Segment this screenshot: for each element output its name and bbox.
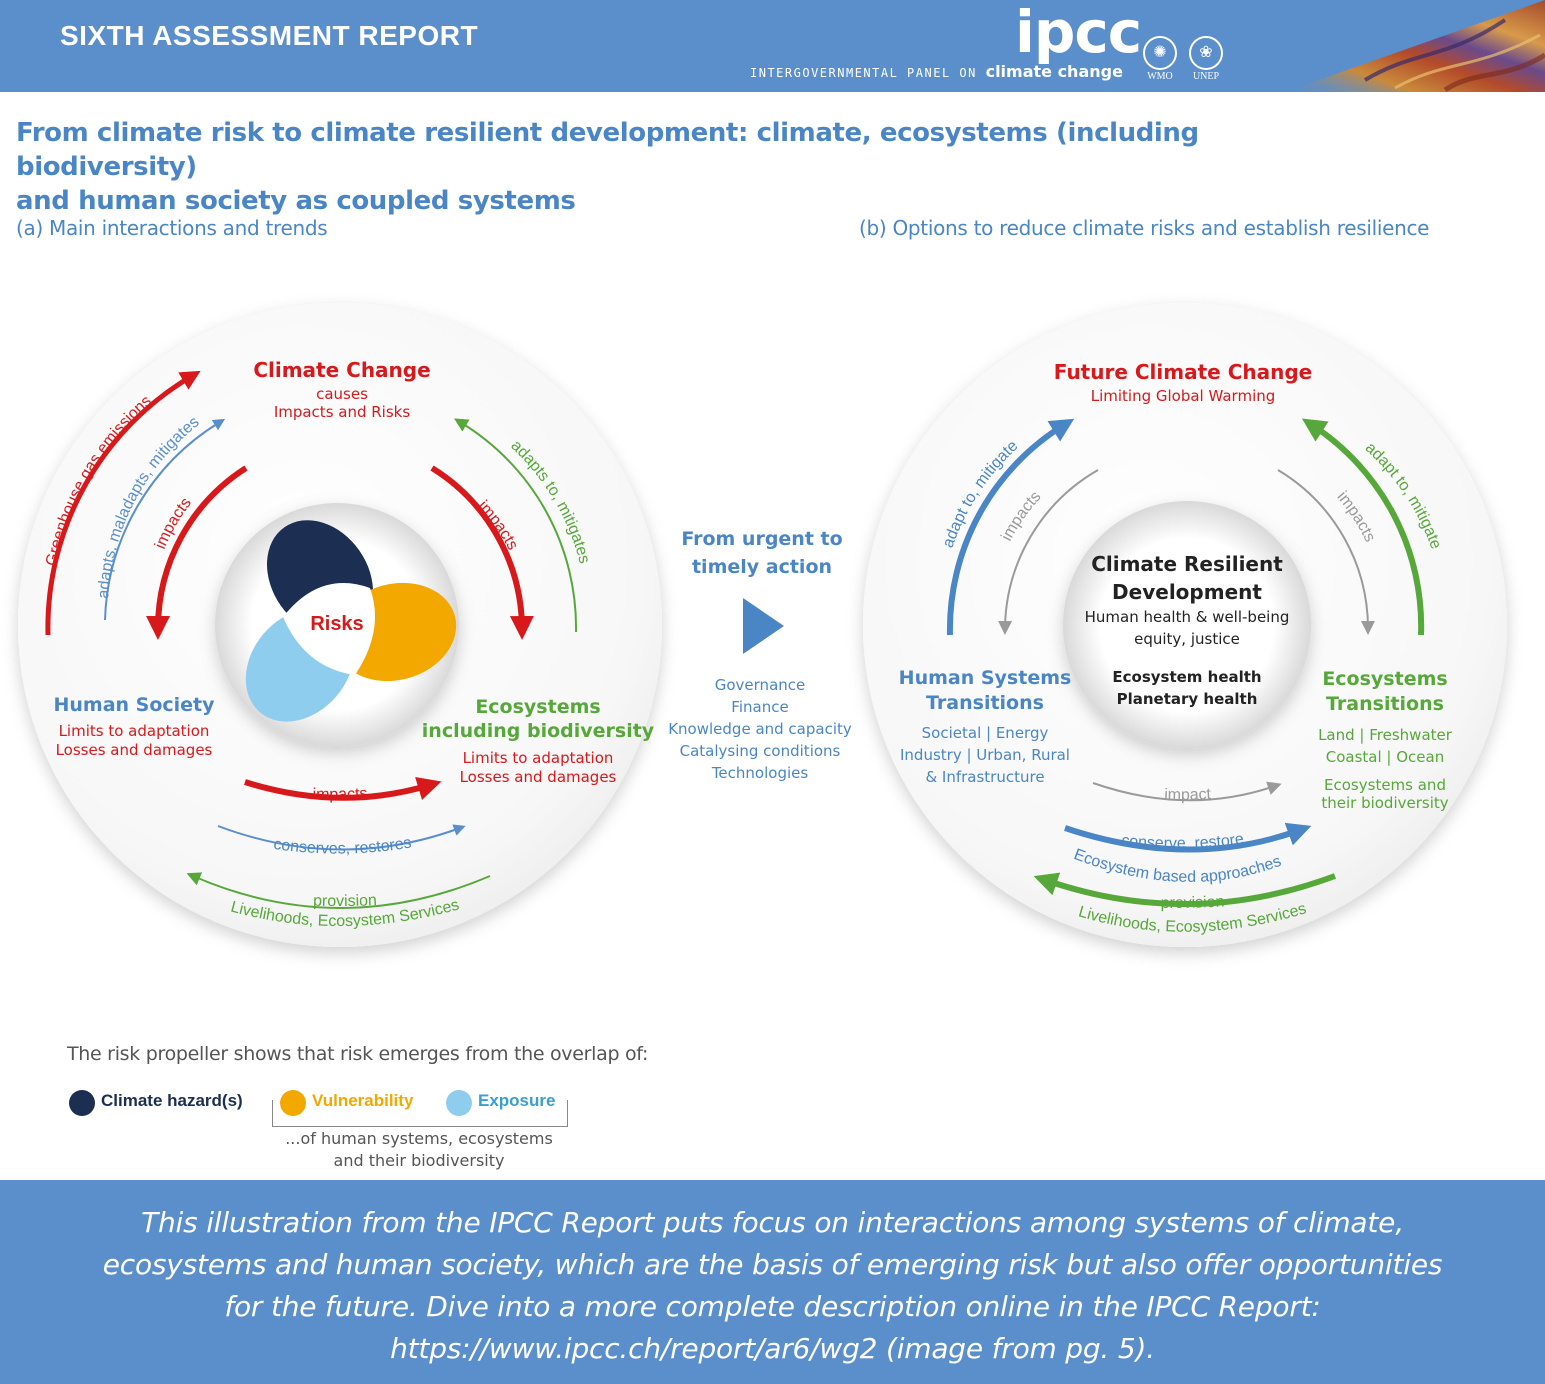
page-title: From climate risk to climate resilient d… [16, 118, 1199, 216]
caption-footer: This illustration from the IPCC Report p… [0, 1180, 1545, 1384]
unep-emblem: ❀ UNEP [1184, 36, 1228, 82]
impact-arrow-bottom-b [1092, 781, 1282, 802]
exposure-swatch [446, 1090, 472, 1116]
adapts-mitigates-arrow [104, 418, 226, 621]
urgent-action-line1: From urgent to [681, 528, 842, 550]
provision-b-label: provision [1161, 893, 1225, 912]
crd-sub3: Ecosystem health [1112, 668, 1261, 686]
wmo-emblem: ✺ WMO [1138, 36, 1182, 82]
panel-a-label: (a) Main interactions and trends [16, 216, 328, 240]
impacts-arrow-left [146, 465, 248, 640]
hst-title1: Human Systems [899, 667, 1072, 689]
ecosystems-title2: including biodiversity [422, 720, 655, 742]
crd-title2: Development [1112, 580, 1262, 604]
caption-text: This illustration from the IPCC Report p… [102, 1206, 1443, 1365]
hst-sub1: Societal | Energy [922, 724, 1049, 742]
climate-change-sub2: Impacts and Risks [274, 403, 411, 421]
crd-sub4: Planetary health [1117, 690, 1258, 708]
risks-label: Risks [310, 613, 363, 635]
ecosystems-sub2: Losses and damages [460, 768, 617, 786]
hst-sub3: & Infrastructure [925, 768, 1044, 786]
panel-b-label: (b) Options to reduce climate risks and … [859, 216, 1430, 240]
est-sub3: Ecosystems and [1324, 776, 1446, 794]
impacts-arrow-right [430, 465, 534, 640]
impacts-arrow-bottom [244, 776, 442, 801]
enabler-governance: Governance [715, 676, 806, 694]
adapt-mitigate-arrow-left [946, 418, 1075, 636]
header-bar: SIXTH ASSESSMENT REPORT ipcc INTERGOVERN… [0, 0, 1545, 92]
climate-change-sub1: causes [316, 385, 368, 403]
panel-b-diagram: adapt to, mitigate impacts impacts adapt… [863, 303, 1507, 947]
climate-change-title: Climate Change [253, 358, 430, 382]
provision-arrow-b [1033, 872, 1337, 907]
est-title1: Ecosystems [1322, 668, 1447, 690]
human-society-sub1: Limits to adaptation [59, 722, 210, 740]
hazard-swatch [69, 1090, 95, 1116]
legend-bracket [272, 1100, 568, 1127]
future-climate-sub: Limiting Global Warming [1091, 387, 1276, 405]
conserve-restore-label: conserve, restore [1121, 831, 1245, 853]
legend-title: The risk propeller shows that risk emerg… [67, 1043, 649, 1065]
crd-sub2: equity, justice [1134, 630, 1240, 648]
risk-overlap [283, 583, 375, 675]
enabler-knowledge: Knowledge and capacity [668, 720, 852, 738]
satellite-image-corner [1285, 0, 1545, 92]
hst-title2: Transitions [926, 692, 1044, 714]
human-society-title: Human Society [53, 694, 215, 716]
transition-column: From urgent to timely action Governance … [668, 528, 852, 782]
future-climate-title: Future Climate Change [1054, 360, 1312, 384]
enabler-technologies: Technologies [711, 764, 809, 782]
provision-label: provision [313, 892, 377, 910]
est-sub1: Land | Freshwater [1318, 726, 1453, 744]
ecosystems-title1: Ecosystems [475, 696, 600, 718]
report-label: SIXTH ASSESSMENT REPORT [60, 20, 479, 51]
est-sub2: Coastal | Ocean [1326, 748, 1444, 766]
impacts-arrow-right-b [1277, 469, 1375, 635]
ecosystems-sub1: Limits to adaptation [463, 749, 614, 767]
panel-a-diagram: Risks Greenhouse gas emissions adapts, m… [18, 303, 662, 947]
legend-note: ...of human systems, ecosystems and thei… [285, 1129, 553, 1170]
globe-icon: ✺ [1143, 36, 1177, 70]
conserves-arrow [217, 824, 466, 851]
enabler-finance: Finance [731, 698, 788, 716]
conserves-label: conserves, restores [272, 834, 412, 857]
human-society-sub2: Losses and damages [56, 741, 213, 759]
conserve-restore-arrow [1064, 822, 1312, 853]
ipcc-logo: ipcc [1015, 0, 1142, 66]
provision-arrow [186, 872, 491, 909]
est-title2: Transitions [1326, 693, 1444, 715]
impacts-bottom-label: impacts [312, 785, 367, 803]
ghg-emissions-arrow [45, 370, 201, 636]
crd-title1: Climate Resilient [1091, 552, 1283, 576]
urgent-action-line2: timely action [692, 556, 832, 578]
risk-propeller: Risks [245, 520, 457, 722]
impacts-arrow-left-b [998, 469, 1099, 635]
est-sub4: their biodiversity [1321, 794, 1448, 812]
impact-bottom-b-label: impact [1164, 786, 1212, 804]
resilience-plate [1063, 501, 1311, 749]
crd-sub1: Human health & well-being [1085, 608, 1290, 626]
enabler-catalysing: Catalysing conditions [680, 742, 841, 760]
play-arrow-icon [743, 598, 784, 654]
coupled-systems-diagram: Risks Greenhouse gas emissions adapts, m… [18, 303, 1507, 947]
adapts-to-arrow [454, 418, 578, 633]
adapt-mitigate-arrow-right [1301, 418, 1425, 636]
hst-sub2: Industry | Urban, Rural [900, 746, 1070, 764]
ipcc-logo-subtitle: INTERGOVERNMENTAL PANEL ON climate chang… [750, 62, 1123, 81]
globe-icon: ❀ [1189, 36, 1223, 70]
vulnerability-swatch [280, 1090, 306, 1116]
